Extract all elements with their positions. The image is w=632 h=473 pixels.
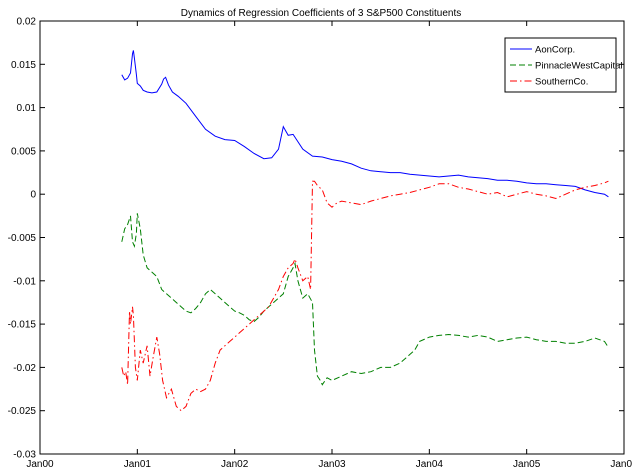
x-tick-label: Jan03	[318, 459, 346, 470]
legend: AonCorp. PinnacleWestCapital SouthernCo.	[504, 37, 622, 93]
y-tick-label: 0.005	[11, 146, 36, 157]
legend-label: PinnacleWestCapital	[535, 61, 622, 72]
series-layer	[121, 50, 609, 412]
legend-label: AonCorp.	[535, 45, 575, 56]
y-tick-label: 0.02	[17, 17, 37, 28]
x-tick-label: Jan05	[513, 459, 541, 470]
x-tick-label: Jan00	[26, 459, 54, 470]
axes-layer: -0.03 -0.025 -0.02 -0.015 -0.01 -0.005 0 0.005 0…	[8, 17, 632, 471]
x-tick-label: Jan02	[221, 459, 249, 470]
series-line-2	[121, 180, 609, 412]
series-line-1	[121, 213, 609, 386]
y-tick-label: -0.03	[13, 450, 36, 461]
x-tick-label: Jan04	[416, 459, 444, 470]
y-tick-label: 0.015	[11, 60, 36, 71]
series-line-0	[121, 50, 609, 198]
y-tick-label: -0.015	[8, 320, 37, 331]
y-tick-label: 0	[30, 190, 36, 201]
plot-area	[39, 20, 625, 455]
x-tick-label: Jan01	[124, 459, 152, 470]
chart-title: Dynamics of Regression Coefficients of 3…	[181, 8, 462, 19]
plot-frame	[39, 20, 625, 455]
y-tick-label: 0.01	[17, 103, 37, 114]
y-tick-label: -0.02	[13, 363, 36, 374]
legend-label: SouthernCo.	[535, 77, 588, 88]
y-tick-label: -0.025	[8, 406, 37, 417]
y-tick-label: -0.005	[8, 233, 37, 244]
x-tick-label: Jan06	[610, 459, 632, 470]
y-tick-label: -0.01	[13, 276, 36, 287]
